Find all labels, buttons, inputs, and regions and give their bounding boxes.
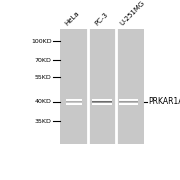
- Text: PC-3: PC-3: [94, 12, 109, 27]
- Text: 70KD: 70KD: [35, 58, 52, 63]
- Text: HeLa: HeLa: [64, 10, 81, 27]
- Text: 55KD: 55KD: [35, 75, 52, 80]
- Text: PRKAR1A: PRKAR1A: [148, 98, 180, 107]
- Text: U-251MG: U-251MG: [119, 0, 146, 27]
- Bar: [116, 28, 144, 144]
- Text: 40KD: 40KD: [35, 100, 52, 104]
- Text: 100KD: 100KD: [31, 39, 52, 44]
- Text: 35KD: 35KD: [35, 119, 52, 124]
- Bar: [60, 28, 88, 144]
- Bar: [88, 28, 116, 144]
